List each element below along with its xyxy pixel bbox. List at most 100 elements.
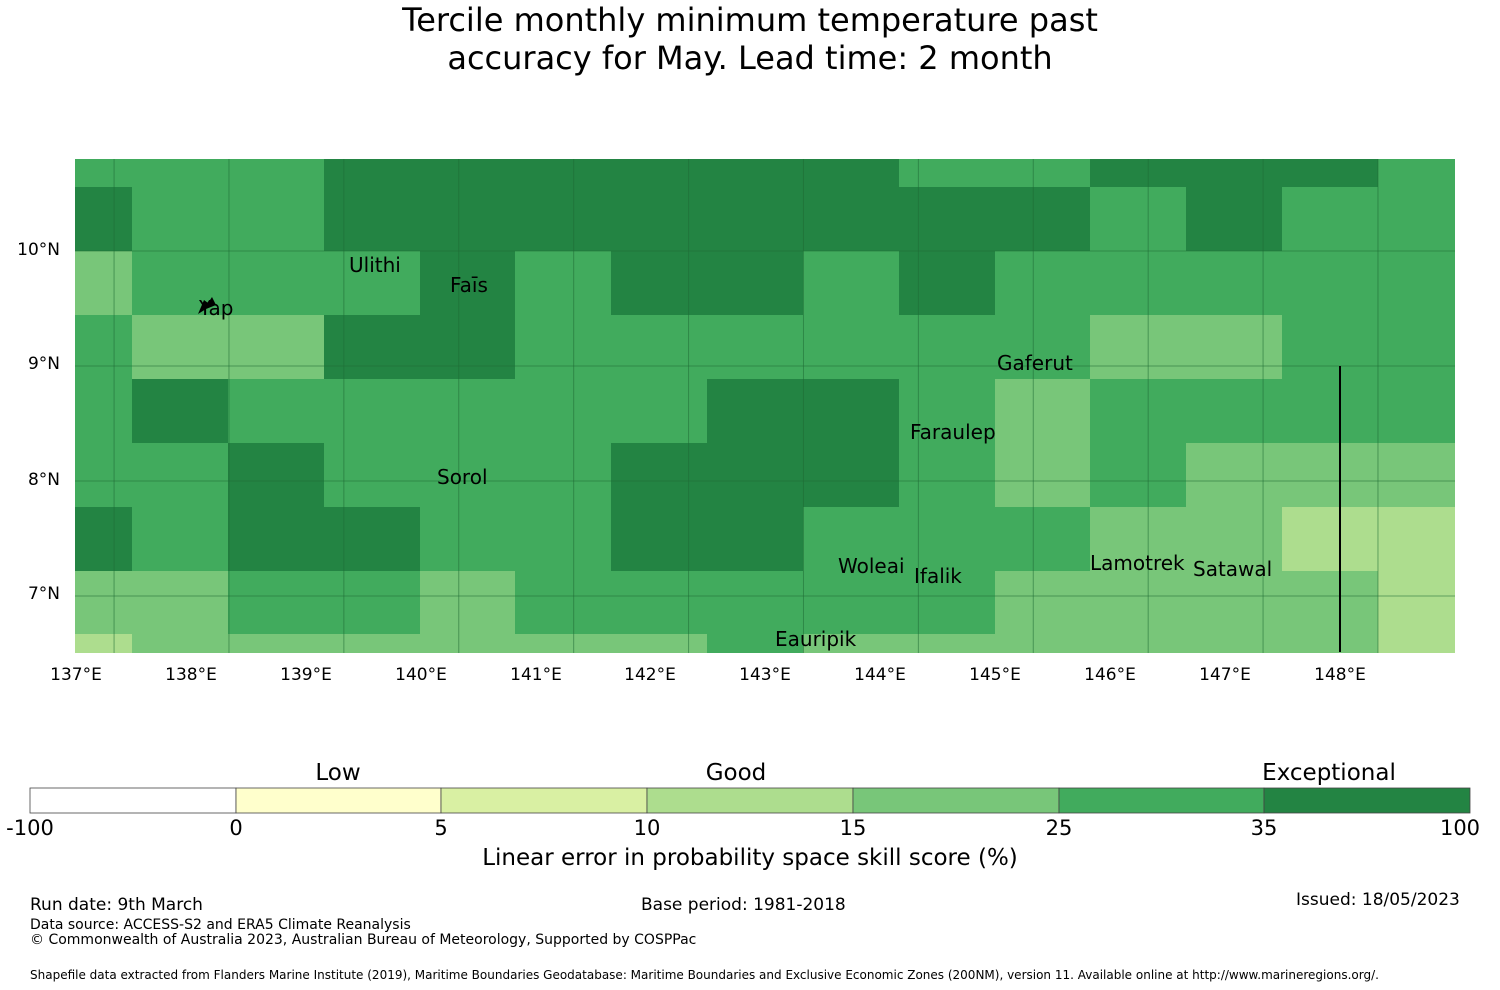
graticule (75, 159, 1455, 653)
skill-cell (228, 571, 324, 634)
skill-cell (228, 315, 324, 379)
skill-cell (132, 159, 228, 187)
skill-cell (995, 159, 1090, 187)
lon-label-138e: 138°E (165, 665, 217, 685)
skill-cell (132, 315, 228, 379)
colorbar-tick-0: 0 (229, 816, 243, 840)
colorbar-swatch (29, 787, 237, 814)
skill-cell (995, 251, 1090, 315)
skill-cell (1186, 159, 1282, 187)
skill-cell (803, 251, 899, 315)
skill-cell (1282, 159, 1378, 187)
colorbar-tick-35: 35 (1250, 816, 1278, 840)
skill-cell (1378, 443, 1455, 507)
skill-cell (420, 571, 515, 634)
skill-cell (611, 251, 707, 315)
skill-cell (75, 187, 132, 251)
colorbar-category-exceptional: Exceptional (1262, 760, 1396, 786)
skill-cell (324, 571, 420, 634)
lat-label-9n: 9°N (27, 354, 60, 374)
skill-cell (228, 634, 324, 653)
lon-label-141e: 141°E (510, 665, 562, 685)
skill-cell (707, 251, 803, 315)
map-title-line-1: Tercile monthly minimum temperature past (402, 1, 1098, 39)
lon-label-147e: 147°E (1199, 665, 1251, 685)
skill-cell (1090, 571, 1186, 634)
colorbar-tick-minus100: -100 (6, 816, 54, 840)
skill-cell (1186, 443, 1282, 507)
skill-cell (132, 379, 228, 443)
skill-cell (75, 507, 132, 571)
place-faraulep: Faraulep (910, 420, 996, 444)
skill-cell (1282, 443, 1378, 507)
skill-cell (899, 507, 995, 571)
skill-cell (515, 634, 611, 653)
skill-cell (803, 379, 899, 443)
skill-cell (707, 507, 803, 571)
skill-cell (1378, 187, 1455, 251)
skill-cell (1378, 159, 1455, 187)
skill-cell (420, 634, 515, 653)
skill-cell (1282, 507, 1378, 571)
skill-cell (803, 507, 899, 571)
skill-cell (1378, 571, 1455, 634)
map-title-line-2: accuracy for May. Lead time: 2 month (447, 39, 1053, 77)
skill-cell (228, 251, 324, 315)
lon-label-144e: 144°E (854, 665, 906, 685)
copyright: © Commonwealth of Australia 2023, Austra… (30, 932, 697, 948)
colorbar-tick-100: 100 (1439, 816, 1481, 840)
skill-cell (324, 159, 420, 187)
lon-label-140e: 140°E (395, 665, 447, 685)
place-satawal: Satawal (1193, 557, 1273, 581)
skill-cell (995, 443, 1090, 507)
place-ifalik: Ifalik (914, 564, 962, 588)
place-lamotrek: Lamotrek (1090, 551, 1185, 575)
lon-label-143e: 143°E (739, 665, 791, 685)
run-date: Run date: 9th March (30, 895, 203, 915)
place-eauripik: Eauripik (775, 627, 857, 651)
skill-cell (515, 443, 611, 507)
skill-cell (803, 571, 899, 634)
skill-cell (995, 634, 1090, 653)
skill-cell (515, 315, 611, 379)
skill-cell (75, 315, 132, 379)
skill-cell (515, 187, 611, 251)
skill-cell (803, 159, 899, 187)
skill-cell (1090, 315, 1186, 379)
skill-cell (1186, 251, 1282, 315)
skill-cell (515, 159, 611, 187)
skill-cell (899, 379, 995, 443)
place-fais: Faīs (450, 273, 488, 297)
skill-cell (1378, 634, 1455, 653)
skill-cell (1186, 315, 1282, 379)
colorbar-tick-10: 10 (633, 816, 661, 840)
skill-cell (707, 571, 803, 634)
colorbar-swatch (1263, 787, 1471, 814)
colorbar-tick-25: 25 (1045, 816, 1073, 840)
skill-cell (228, 379, 324, 443)
skill-cell (75, 379, 132, 443)
skill-cell (324, 315, 420, 379)
skill-cell (611, 315, 707, 379)
skill-cell (420, 187, 515, 251)
colorbar-category-good: Good (705, 760, 767, 786)
skill-cell (1090, 507, 1186, 571)
skill-cell (1186, 571, 1282, 634)
colorbar-swatch (852, 787, 1060, 814)
skill-cell (1186, 379, 1282, 443)
colorbar-swatch (235, 787, 442, 814)
skill-cell (1090, 159, 1186, 187)
skill-cell (324, 187, 420, 251)
skill-cell (899, 443, 995, 507)
skill-cell (1186, 507, 1282, 571)
skill-cell (1090, 443, 1186, 507)
lon-label-142e: 142°E (624, 665, 676, 685)
skill-cell (515, 571, 611, 634)
skill-cell (324, 379, 420, 443)
skill-cell (1090, 251, 1186, 315)
skill-cell (611, 634, 707, 653)
colorbar (29, 787, 1471, 814)
skill-cell (324, 507, 420, 571)
skill-cell (420, 379, 515, 443)
skill-cell (1378, 379, 1455, 443)
